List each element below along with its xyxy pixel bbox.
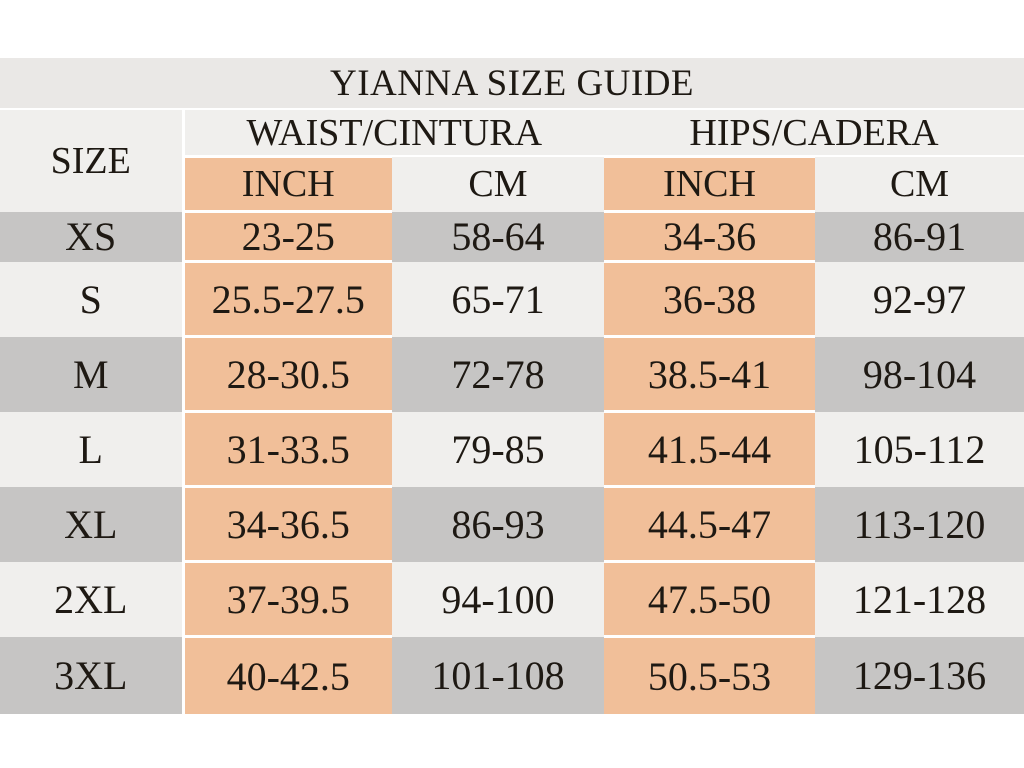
hips-cm-cell: 121-128: [815, 561, 1024, 637]
waist-cm-cell: 79-85: [392, 411, 604, 487]
size-cell: S: [0, 261, 185, 337]
hips-inch-cell: 34-36: [604, 210, 815, 262]
waist-inch-header: INCH: [183, 155, 392, 212]
table-row: L 31-33.5 79-85 41.5-44 105-112: [0, 410, 1024, 487]
hips-group-header: HIPS/CADERA: [604, 109, 1024, 157]
size-cell: 3XL: [0, 636, 185, 714]
waist-inch-cell: 37-39.5: [183, 560, 392, 637]
size-table: YIANNA SIZE GUIDE SIZE WAIST/CINTURA HIP…: [0, 58, 1024, 714]
waist-inch-cell: 23-25: [183, 210, 392, 262]
hips-cm-cell: 113-120: [815, 486, 1024, 562]
size-cell: 2XL: [0, 561, 185, 637]
hips-cm-header: CM: [815, 156, 1024, 212]
table-row: XS 23-25 58-64 34-36 86-91: [0, 210, 1024, 262]
hips-inch-cell: 41.5-44: [604, 410, 815, 487]
hips-cm-cell: 105-112: [815, 411, 1024, 487]
size-cell: XL: [0, 486, 185, 562]
hips-cm-cell: 92-97: [815, 261, 1024, 337]
waist-cm-cell: 94-100: [392, 561, 604, 637]
hips-inch-cell: 47.5-50: [604, 560, 815, 637]
hips-cm-cell: 98-104: [815, 336, 1024, 412]
waist-cm-cell: 86-93: [392, 486, 604, 562]
hips-cm-cell: 129-136: [815, 636, 1024, 714]
hips-inch-cell: 44.5-47: [604, 485, 815, 562]
waist-group-header: WAIST/CINTURA: [183, 109, 604, 157]
hips-inch-cell: 50.5-53: [604, 635, 815, 714]
waist-inch-cell: 34-36.5: [183, 485, 392, 562]
hips-inch-header: INCH: [604, 155, 815, 212]
waist-inch-cell: 31-33.5: [183, 410, 392, 487]
hips-inch-cell: 36-38: [604, 260, 815, 337]
hips-inch-cell: 38.5-41: [604, 335, 815, 412]
page-title: YIANNA SIZE GUIDE: [0, 58, 1024, 110]
table-row: 2XL 37-39.5 94-100 47.5-50 121-128: [0, 560, 1024, 637]
size-cell: M: [0, 336, 185, 412]
waist-cm-cell: 72-78: [392, 336, 604, 412]
table-row: XL 34-36.5 86-93 44.5-47 113-120: [0, 485, 1024, 562]
size-cell: XS: [0, 211, 185, 262]
hips-cm-cell: 86-91: [815, 211, 1024, 262]
size-column-header: SIZE: [0, 109, 185, 212]
waist-inch-cell: 40-42.5: [183, 635, 392, 714]
table-row: 3XL 40-42.5 101-108 50.5-53 129-136: [0, 635, 1024, 714]
waist-inch-cell: 28-30.5: [183, 335, 392, 412]
waist-cm-cell: 58-64: [392, 211, 604, 262]
table-row: M 28-30.5 72-78 38.5-41 98-104: [0, 335, 1024, 412]
waist-inch-cell: 25.5-27.5: [183, 260, 392, 337]
waist-cm-header: CM: [392, 156, 604, 212]
size-cell: L: [0, 411, 185, 487]
table-row: S 25.5-27.5 65-71 36-38 92-97: [0, 260, 1024, 337]
waist-cm-cell: 65-71: [392, 261, 604, 337]
waist-cm-cell: 101-108: [392, 636, 604, 714]
